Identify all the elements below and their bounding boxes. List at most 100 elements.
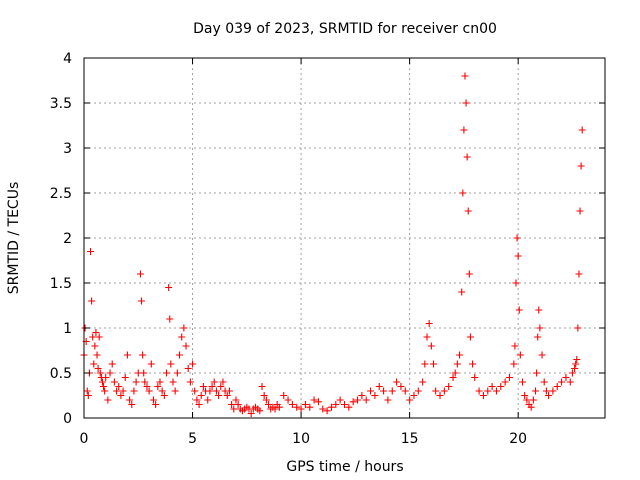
data-point: [425, 320, 433, 327]
data-point: [288, 401, 296, 408]
data-point: [384, 396, 392, 404]
x-tick-label: 10: [292, 431, 310, 447]
data-point: [147, 360, 155, 368]
data-point: [162, 369, 170, 377]
data-point: [515, 306, 523, 314]
y-tick-label: 2.5: [50, 186, 72, 202]
data-point: [314, 398, 322, 406]
data-point: [136, 270, 144, 278]
data-point: [464, 207, 472, 215]
data-point: [156, 378, 164, 386]
data-point: [562, 374, 570, 381]
data-point: [130, 387, 138, 395]
data-point: [197, 392, 205, 399]
data-point: [140, 369, 148, 377]
data-point: [219, 378, 227, 386]
data-point: [576, 207, 584, 215]
data-point: [521, 392, 529, 399]
data-point: [180, 324, 188, 332]
data-point: [293, 403, 301, 411]
data-point: [98, 378, 106, 386]
data-point: [577, 162, 585, 170]
y-tick-label: 0.5: [50, 366, 72, 382]
data-point: [232, 396, 240, 404]
data-point: [100, 383, 108, 390]
data-point: [514, 252, 522, 260]
data-point: [430, 360, 438, 368]
data-point: [165, 284, 173, 291]
data-point: [123, 351, 131, 359]
data-point: [465, 270, 473, 278]
data-point: [406, 396, 414, 404]
data-point: [319, 405, 327, 413]
data-point: [492, 387, 500, 395]
data-point: [414, 387, 422, 395]
data-point: [532, 387, 540, 395]
data-point: [90, 360, 98, 368]
data-point: [371, 392, 379, 399]
data-point: [139, 351, 147, 359]
data-point: [484, 387, 492, 395]
data-point: [184, 365, 192, 372]
data-point: [115, 383, 123, 390]
y-tick-label: 3: [63, 141, 72, 157]
data-point: [210, 378, 218, 386]
data-point: [427, 342, 435, 350]
y-tick-label: 0: [63, 411, 72, 427]
data-point: [534, 333, 542, 341]
data-point: [501, 378, 509, 386]
data-point: [128, 401, 136, 408]
data-point: [275, 403, 283, 411]
data-point: [538, 351, 546, 359]
data-point: [223, 392, 231, 399]
data-point: [143, 383, 151, 390]
data-point: [102, 374, 110, 381]
tick-layer: 0 0.5 1 1.5 2 2.5 3 3.5 4 0 5 10 15 20: [50, 51, 605, 447]
data-point: [206, 387, 214, 395]
data-point: [234, 401, 242, 408]
data-point: [566, 378, 574, 386]
data-point: [336, 396, 344, 404]
data-point: [535, 306, 543, 314]
data-point: [158, 387, 166, 395]
data-point: [512, 279, 520, 287]
data-point: [84, 392, 92, 399]
data-point: [169, 378, 177, 386]
data-point: [419, 378, 427, 386]
data-point: [362, 396, 370, 404]
data-point: [488, 383, 496, 390]
data-point: [189, 360, 197, 368]
data-point: [397, 383, 405, 390]
data-point: [461, 72, 469, 80]
data-point: [542, 387, 550, 395]
data-point: [160, 392, 168, 399]
data-point: [332, 401, 340, 408]
data-point: [519, 378, 527, 386]
data-point: [93, 351, 101, 359]
data-point: [94, 365, 102, 372]
data-point: [466, 333, 474, 341]
data-point: [284, 396, 292, 404]
y-tick-label: 1: [63, 321, 72, 337]
data-point: [149, 396, 157, 404]
data-point: [460, 126, 468, 134]
data-point: [178, 333, 186, 341]
data-point: [121, 374, 129, 381]
data-point: [513, 234, 521, 242]
data-point: [101, 387, 109, 395]
data-point: [258, 383, 266, 390]
data-point: [171, 387, 179, 395]
data-point: [540, 378, 548, 386]
data-point: [271, 405, 279, 413]
data-point: [463, 153, 471, 161]
data-point: [345, 403, 353, 411]
data-point: [393, 378, 401, 386]
data-point: [533, 369, 541, 377]
data-point: [440, 387, 448, 395]
data-point: [578, 126, 586, 134]
y-tick-label: 4: [63, 51, 72, 67]
data-point: [117, 392, 125, 399]
data-point: [138, 297, 146, 305]
data-point: [511, 342, 519, 350]
x-tick-label: 20: [509, 431, 527, 447]
